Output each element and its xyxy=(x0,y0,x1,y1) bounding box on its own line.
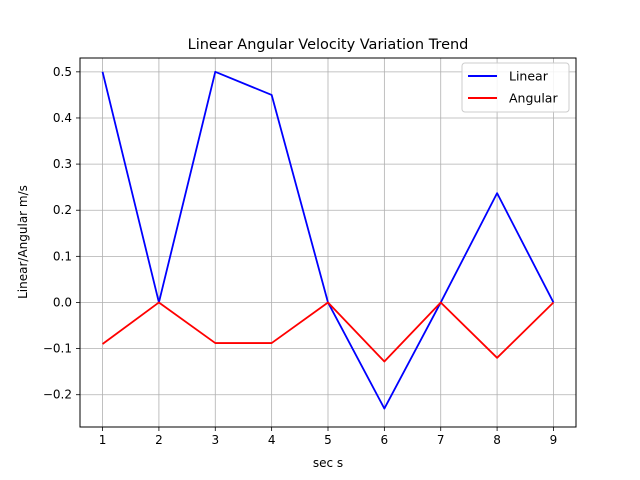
x-axis-ticks: 1 2 3 4 5 6 7 8 9 xyxy=(99,427,558,447)
series-lines xyxy=(101,70,555,410)
legend-label-angular: Angular xyxy=(509,91,558,106)
legend: Linear Angular xyxy=(461,62,570,113)
y-tick-label: 0.5 xyxy=(53,65,72,79)
grid xyxy=(80,58,576,427)
y-tick-label: 0.0 xyxy=(53,295,72,309)
legend-label-linear: Linear xyxy=(509,69,549,84)
y-tick-label: 0.2 xyxy=(53,203,72,217)
chart-title: Linear Angular Velocity Variation Trend xyxy=(188,37,469,53)
y-axis-ticks: −0.2 −0.1 0.0 0.1 0.2 0.3 0.4 0.5 xyxy=(43,65,80,402)
x-axis-label: sec s xyxy=(313,456,343,470)
y-tick-label: −0.1 xyxy=(43,342,72,356)
x-tick-label: 7 xyxy=(437,433,445,447)
x-tick-label: 4 xyxy=(268,433,276,447)
x-tick-label: 9 xyxy=(550,433,558,447)
y-tick-label: 0.3 xyxy=(53,157,72,171)
x-tick-label: 1 xyxy=(99,433,107,447)
x-tick-label: 6 xyxy=(381,433,389,447)
y-tick-label: 0.4 xyxy=(53,111,72,125)
y-tick-label: 0.1 xyxy=(53,249,72,263)
x-tick-label: 8 xyxy=(493,433,501,447)
x-tick-label: 5 xyxy=(324,433,332,447)
x-tick-label: 3 xyxy=(211,433,219,447)
y-axis-label: Linear/Angular m/s xyxy=(16,185,30,299)
y-tick-label: −0.2 xyxy=(43,388,72,402)
x-tick-label: 2 xyxy=(155,433,163,447)
series-line-angular xyxy=(102,301,555,363)
